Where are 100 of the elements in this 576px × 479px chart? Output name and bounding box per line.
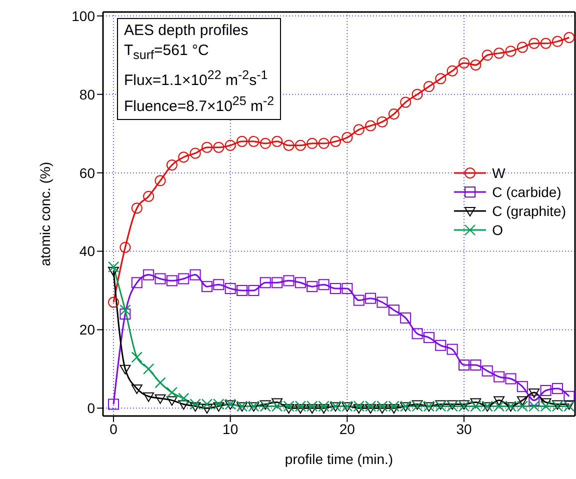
point <box>400 312 412 324</box>
point <box>435 340 446 351</box>
point <box>376 296 388 308</box>
point <box>131 384 142 394</box>
point <box>528 388 540 398</box>
point <box>283 275 294 286</box>
point <box>516 381 528 392</box>
point <box>400 96 412 108</box>
point <box>108 398 120 410</box>
point <box>388 404 400 414</box>
point <box>213 402 224 412</box>
point <box>272 277 283 288</box>
point <box>213 279 224 290</box>
point <box>494 396 505 406</box>
point <box>154 394 166 404</box>
annotation: Fluence=8.7×10$^{25}$ m$^{-2}$ <box>124 93 274 117</box>
point <box>108 261 120 273</box>
y-tick-label: 80 <box>79 86 96 102</box>
point <box>365 120 376 132</box>
point <box>516 396 528 406</box>
point <box>154 377 166 388</box>
point <box>412 88 423 100</box>
point <box>330 283 341 294</box>
x-axis-title: profile time (min.) <box>284 451 394 467</box>
point <box>482 365 493 376</box>
point <box>516 42 528 53</box>
point <box>166 396 178 406</box>
annotation: AES depth profiles <box>124 21 250 41</box>
point <box>143 392 154 402</box>
point <box>540 38 552 49</box>
legend-label: C (carbide) <box>492 184 562 200</box>
point <box>318 279 330 290</box>
point <box>178 152 190 163</box>
point <box>294 277 306 288</box>
point <box>283 404 294 414</box>
point <box>493 400 505 412</box>
point <box>376 404 388 414</box>
point <box>353 400 364 412</box>
annotation: Flux=1.1×10$^{22}$ m$^{-2}$s$^{-1}$ <box>124 67 269 91</box>
point <box>178 400 190 410</box>
point <box>564 32 575 43</box>
point <box>423 81 434 92</box>
point <box>540 398 552 408</box>
point <box>552 383 563 394</box>
point <box>201 142 212 153</box>
point <box>248 284 260 296</box>
point <box>505 373 516 384</box>
point <box>236 136 248 147</box>
y-tick-label: 20 <box>79 322 96 338</box>
point <box>213 398 224 410</box>
point <box>213 142 224 153</box>
point <box>364 400 376 412</box>
point <box>306 404 318 414</box>
point <box>564 390 575 402</box>
point <box>108 266 120 276</box>
point <box>272 398 283 408</box>
point <box>201 404 212 414</box>
point <box>224 283 236 294</box>
point <box>108 296 120 308</box>
point <box>470 398 482 408</box>
point <box>318 404 330 414</box>
point <box>178 392 190 404</box>
point <box>120 242 131 253</box>
point <box>470 59 482 70</box>
point <box>458 57 470 68</box>
point <box>201 398 213 410</box>
legend-label: W <box>492 164 506 180</box>
point <box>190 398 201 410</box>
point <box>342 283 353 294</box>
point <box>224 140 236 151</box>
point <box>306 138 318 149</box>
x-tick-label: 30 <box>456 420 472 437</box>
point <box>412 328 423 340</box>
point <box>494 371 505 382</box>
point <box>528 400 540 412</box>
point <box>294 140 306 151</box>
point <box>306 281 318 292</box>
point <box>330 136 341 147</box>
point <box>248 136 260 147</box>
point <box>272 136 283 147</box>
point <box>142 363 154 375</box>
point <box>446 344 458 355</box>
y-tick-label: 40 <box>79 243 96 260</box>
y-axis-title: atomic conc. (%) <box>36 162 53 266</box>
point <box>458 360 470 371</box>
point <box>423 332 434 344</box>
y-tick-label: 60 <box>79 164 96 181</box>
point <box>494 48 505 59</box>
point <box>388 108 400 120</box>
legend-label: O <box>492 222 503 238</box>
point <box>342 132 353 144</box>
x-tick-label: 20 <box>339 420 356 437</box>
point <box>120 364 131 374</box>
point <box>540 385 552 396</box>
point <box>505 46 516 57</box>
point <box>120 304 131 316</box>
point <box>271 400 283 412</box>
point <box>283 140 294 151</box>
point <box>236 284 248 296</box>
point <box>388 304 400 316</box>
